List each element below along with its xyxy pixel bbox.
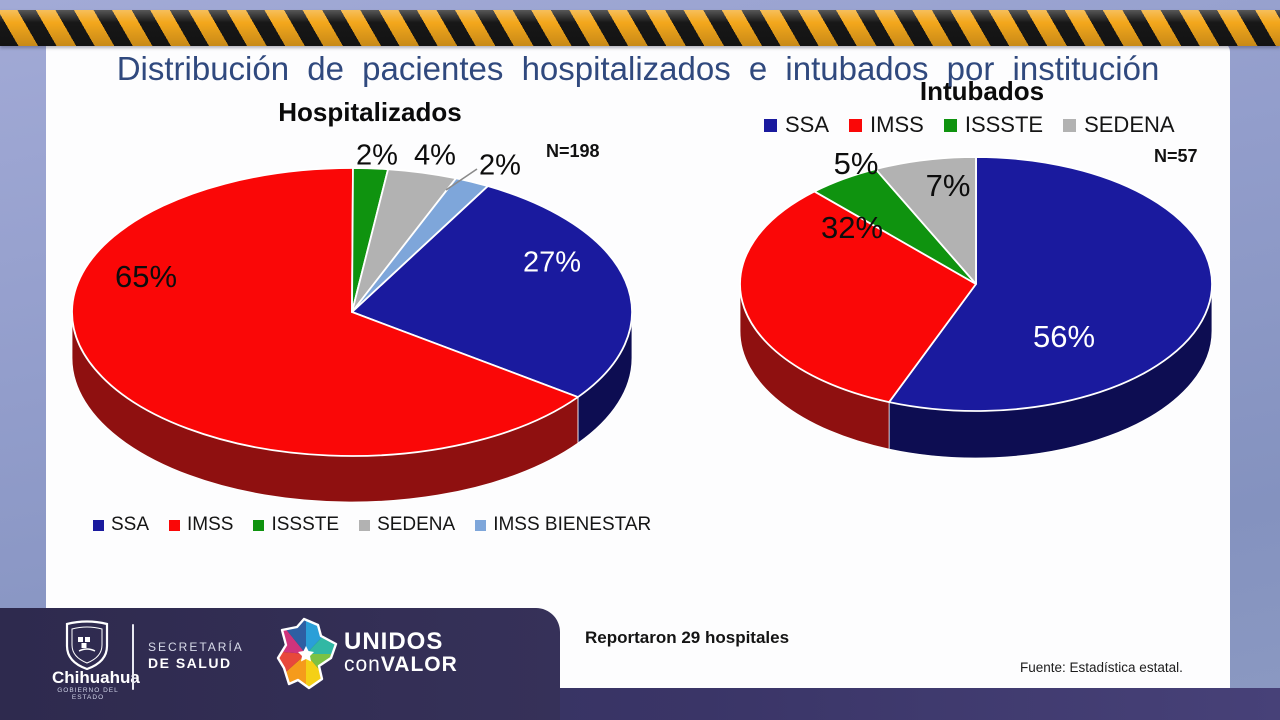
pie2-label-issste: 5%: [833, 146, 879, 181]
legend-swatch-imss: [849, 118, 863, 132]
legend-swatch-ssa: [93, 519, 104, 531]
legend-item-imss: IMSS: [169, 514, 233, 536]
pie1-label-sedena: 4%: [414, 139, 456, 172]
legend-swatch-issste: [943, 118, 957, 132]
legend-label-imss: IMSS: [187, 514, 234, 535]
legend-label-imss: IMSS: [870, 112, 924, 137]
legend-label-ssa: SSA: [111, 514, 150, 535]
leader-line-imss-bienestar: [445, 168, 478, 191]
legend-swatch-ssa: [764, 118, 777, 132]
n-label-hospitalizados: N=198: [546, 141, 600, 161]
legend-swatch-imss: [169, 519, 181, 531]
pie2-label-sedena: 7%: [925, 168, 971, 203]
legend-intubados: SSA IMSS ISSSTE SEDENA: [764, 112, 1175, 138]
footer-logo-panel: [0, 608, 560, 720]
campaign-convalor: conVALOR: [344, 653, 458, 677]
chart-title-hospitalizados: Hospitalizados: [278, 97, 462, 127]
pie1-label-imss-bienestar: 2%: [479, 149, 521, 182]
secretaria-line1: SECRETARÍA: [148, 640, 244, 654]
legend-swatch-issste: [253, 519, 265, 531]
pie2-label-imss: 32%: [820, 210, 884, 245]
campaign-valor: VALOR: [380, 653, 458, 676]
source-note: Fuente: Estadística estatal.: [1020, 660, 1183, 675]
campaign-con: con: [344, 653, 381, 676]
legend-swatch-sedena: [359, 519, 371, 531]
state-name: Chihuahua: [52, 668, 140, 687]
footer-divider: [132, 624, 134, 690]
legend-label-issste: ISSSTE: [271, 514, 340, 535]
legend-label-sedena: SEDENA: [1084, 112, 1175, 137]
legend-label-sedena: SEDENA: [377, 514, 456, 535]
legend-item-sedena: SEDENA: [1063, 112, 1175, 138]
state-subtitle: GOBIERNO DEL ESTADO: [57, 687, 119, 701]
pie1-label-issste: 2%: [356, 139, 398, 172]
legend-item-ssa: SSA: [764, 112, 829, 138]
legend-item-imss: IMSS: [849, 112, 924, 138]
pie-chart-hospitalizados: [71, 167, 633, 503]
legend-item-sedena: SEDENA: [359, 514, 455, 536]
pie1-label-imss: 65%: [114, 259, 178, 294]
n-label-intubados: N=57: [1154, 146, 1198, 166]
pie-chart-intubados: [739, 156, 1213, 459]
pie2-label-ssa: 56%: [1032, 319, 1096, 354]
legend-item-ssa: SSA: [93, 514, 149, 536]
legend-item-imss-bienestar: IMSS BIENESTAR: [475, 514, 651, 536]
hazard-tape: [0, 10, 1280, 46]
campaign-unidos: UNIDOS: [344, 628, 444, 655]
legend-label-issste: ISSSTE: [964, 112, 1044, 137]
secretaria-line2: DE SALUD: [148, 655, 232, 671]
legend-item-issste: ISSSTE: [943, 112, 1044, 138]
legend-label-imss-bienestar: IMSS BIENESTAR: [493, 514, 652, 535]
legend-swatch-sedena: [1063, 118, 1077, 132]
legend-hospitalizados: SSA IMSS ISSSTE SEDENA IMSS BIENESTAR: [93, 514, 651, 536]
legend-swatch-imss-bienestar: [475, 519, 487, 531]
legend-item-issste: ISSSTE: [253, 514, 339, 536]
hospitals-note: Reportaron 29 hospitales: [585, 628, 790, 647]
unidos-con-valor-map-icon: [276, 617, 338, 690]
slide-title: Distribución de pacientes hospitalizados…: [116, 50, 1160, 87]
pie1-label-ssa: 27%: [522, 246, 582, 279]
legend-label-ssa: SSA: [785, 112, 830, 137]
chart-title-intubados: Intubados: [919, 76, 1045, 106]
chihuahua-shield-icon: [65, 620, 109, 670]
